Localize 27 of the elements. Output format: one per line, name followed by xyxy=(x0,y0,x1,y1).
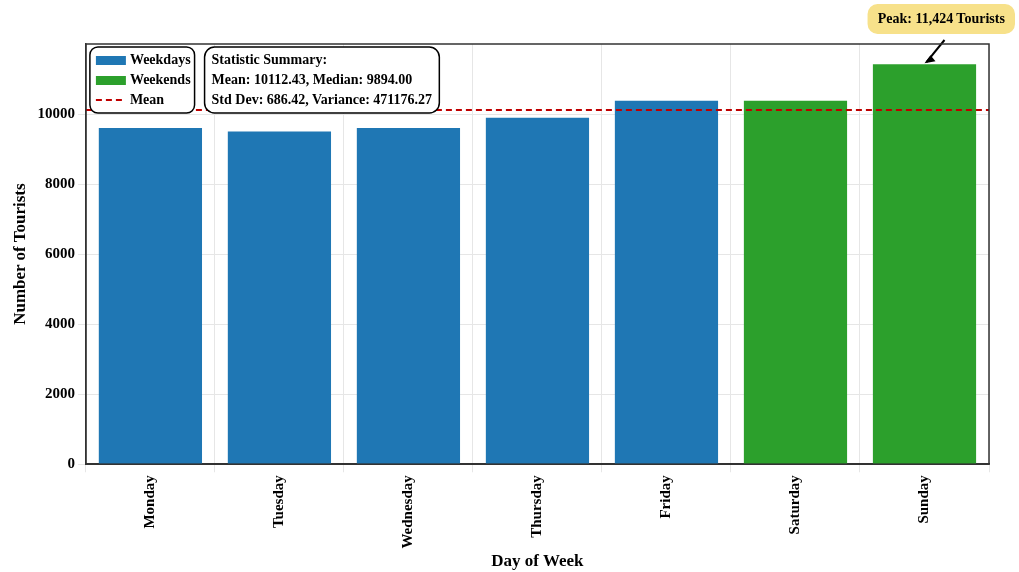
y-tick-label: 0 xyxy=(67,455,75,472)
y-axis-title: Number of Tourists xyxy=(9,183,29,325)
x-tick-label: Tuesday xyxy=(270,474,287,529)
bar xyxy=(98,128,203,464)
annotation: Peak: 11,424 Tourists xyxy=(877,10,1006,26)
annotation: Statistic Summary: Mean: 10112.43, Median: 9894.00 Std Dev: 686.42, Variance: 471176.27 xyxy=(211,51,433,107)
y-tick-label: 2000 xyxy=(44,385,75,402)
x-tick-label: Friday xyxy=(657,474,674,519)
legend-label: Weekdays xyxy=(129,51,192,67)
x-tick-label: Monday xyxy=(141,474,158,529)
x-tick-label: Thursday xyxy=(528,474,545,538)
ref-line-label: Mean xyxy=(129,91,165,107)
bar xyxy=(614,100,719,464)
legend-label: Weekends xyxy=(129,71,192,87)
bar xyxy=(485,117,590,464)
x-tick-label: Sunday xyxy=(915,474,932,524)
bar xyxy=(227,131,332,464)
bar xyxy=(356,128,461,464)
bar xyxy=(872,64,977,464)
x-tick-label: Wednesday xyxy=(399,474,416,549)
y-tick-label: 10000 xyxy=(37,104,75,121)
x-axis-title: Day of Week xyxy=(491,551,585,571)
y-tick-label: 6000 xyxy=(44,245,75,261)
bar xyxy=(743,100,848,464)
y-tick-label: 8000 xyxy=(44,174,75,191)
y-tick-label: 4000 xyxy=(44,315,75,332)
x-tick-label: Saturday xyxy=(786,474,803,535)
